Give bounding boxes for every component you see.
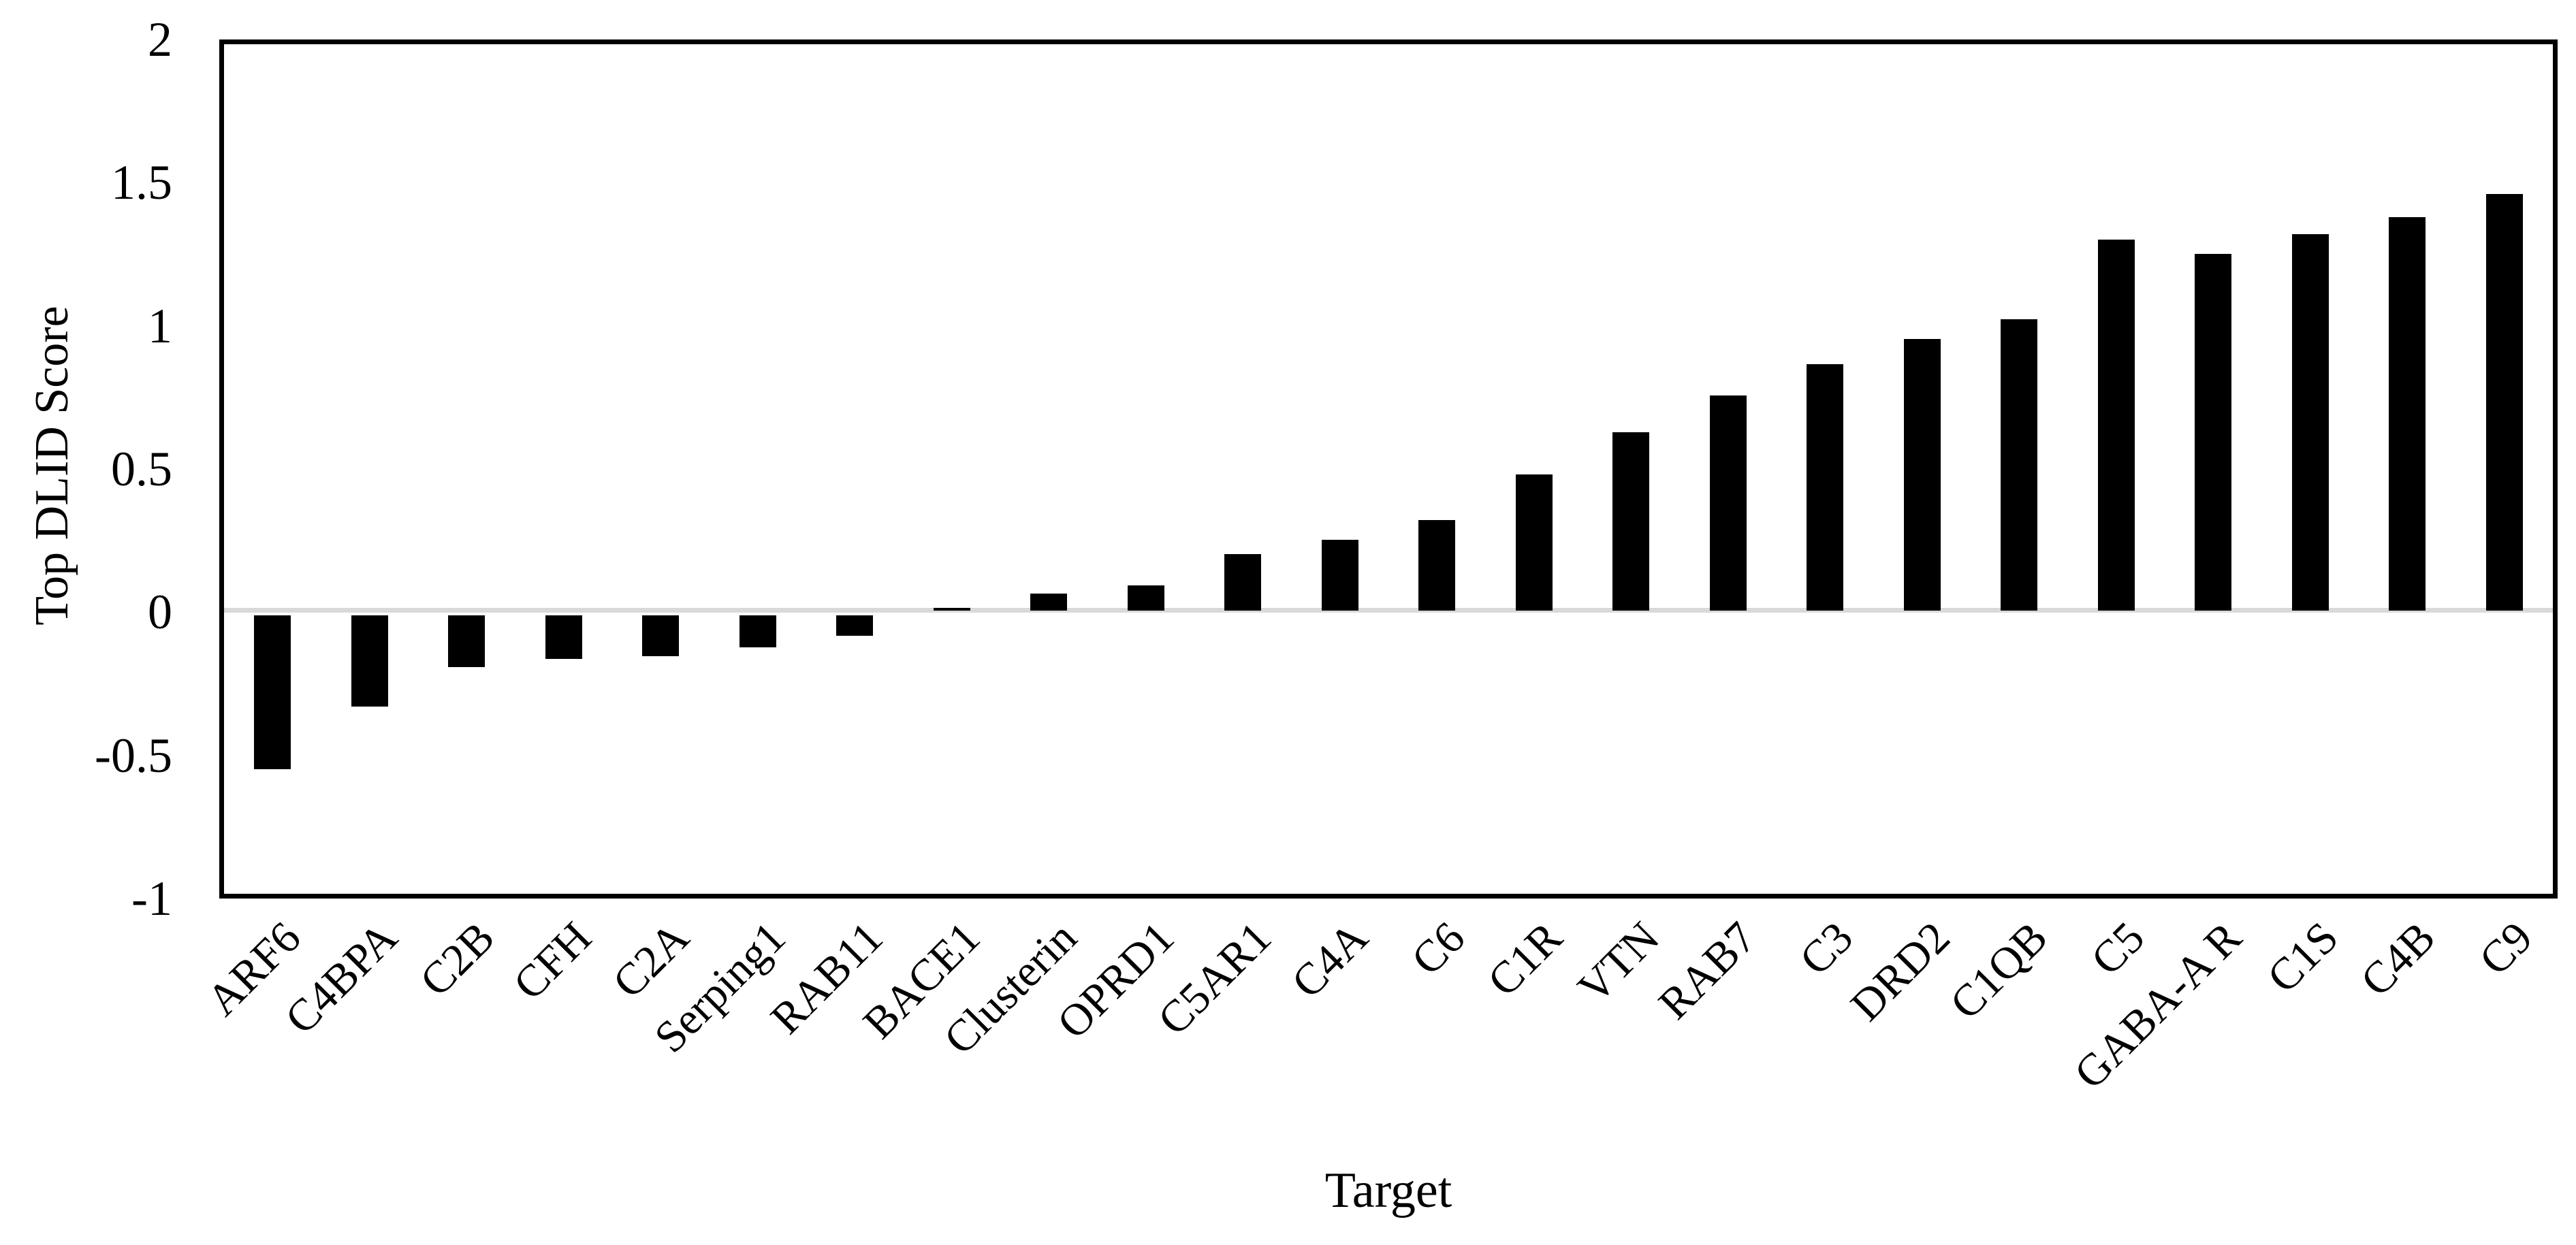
x-axis-tick-label: C1R	[1478, 912, 1572, 1006]
zero-gridline	[224, 608, 2553, 613]
bar-VTN	[1612, 432, 1650, 611]
plot-area	[219, 39, 2558, 899]
y-axis-tick-label: 1	[148, 298, 172, 353]
bar-Clusterin	[1030, 594, 1068, 611]
x-axis-tick-label: DRD2	[1841, 912, 1960, 1031]
bar-C1QB	[2001, 319, 2038, 611]
bar-C5AR1	[1224, 553, 1262, 611]
x-axis-title: Target	[1324, 1163, 1452, 1218]
bar-C4BPA	[351, 615, 388, 707]
bar-C6	[1418, 519, 1456, 611]
bar-C3	[1807, 364, 1844, 611]
x-axis-tick-label: C3	[1790, 912, 1863, 985]
y-axis-tick-label: -1	[131, 871, 172, 926]
x-axis-tick-label: RAB7	[1649, 912, 1766, 1029]
y-axis-tick-label: 1.5	[111, 155, 172, 210]
x-axis-tick-label: C4B	[2351, 912, 2445, 1006]
bar-ARF6	[254, 615, 291, 769]
y-axis-tick-label: 2	[148, 12, 172, 67]
bar-RAB11	[836, 615, 874, 636]
bar-C4B	[2389, 216, 2426, 611]
x-axis-tick-label: C6	[1402, 912, 1475, 985]
bar-DRD2	[1903, 338, 1941, 611]
x-axis-tick-label: C2B	[411, 912, 505, 1006]
bar-C2A	[642, 615, 680, 656]
bar-CFH	[545, 615, 582, 659]
x-axis-tick-label: C4BPA	[276, 912, 407, 1044]
bar-C4A	[1321, 540, 1358, 611]
x-axis-tick-label: C1S	[2257, 912, 2348, 1003]
bar-C1R	[1515, 474, 1553, 611]
bar-C1S	[2291, 233, 2329, 611]
y-axis-tick-label: 0.5	[111, 442, 172, 496]
bar-C9	[2485, 194, 2523, 611]
x-axis-tick-label: C9	[2469, 912, 2542, 985]
x-axis-tick-label: CFH	[504, 912, 601, 1009]
y-axis-tick-label: -0.5	[95, 728, 172, 783]
x-axis-tick-label: C1QB	[1940, 912, 2057, 1029]
bar-C5	[2097, 240, 2135, 611]
bar-C2B	[448, 615, 486, 668]
bar-Serping1	[739, 615, 776, 648]
bar-BACE1	[933, 607, 970, 611]
bar-OPRD1	[1127, 585, 1164, 611]
y-axis-tick-label: 0	[148, 585, 172, 640]
bar-RAB7	[1709, 395, 1747, 611]
x-axis-tick-label: C5	[2081, 912, 2154, 985]
bar-GABA-A R	[2195, 253, 2232, 611]
x-axis-tick-label: C4A	[1282, 912, 1378, 1008]
